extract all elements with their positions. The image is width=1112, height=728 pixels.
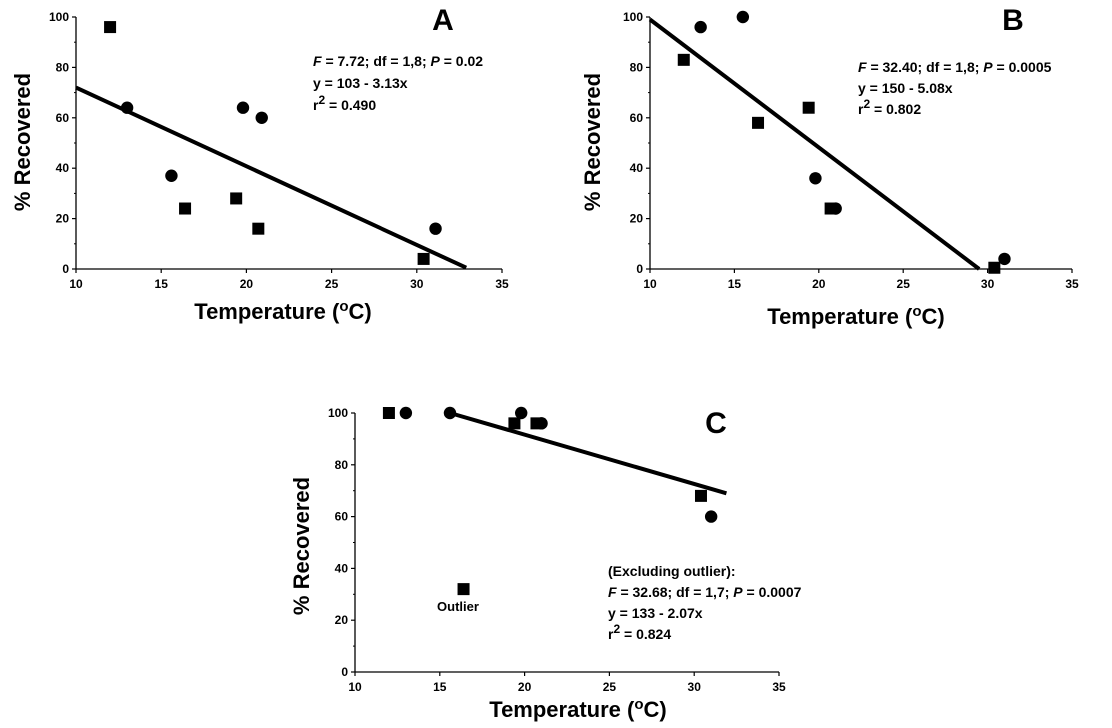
data-point-square <box>677 53 690 66</box>
x-tick-label: 20 <box>240 277 254 291</box>
data-point-circle <box>829 202 842 215</box>
data-point-circle <box>399 406 413 420</box>
data-point-square <box>752 116 765 129</box>
data-point-square <box>230 192 243 205</box>
y-tick-label: 20 <box>335 613 349 627</box>
y-tick-label: 40 <box>335 561 349 575</box>
x-tick-label: 30 <box>688 680 702 694</box>
panel-letter: A <box>432 4 454 37</box>
x-tick-label: 20 <box>518 680 532 694</box>
x-tick-label: 15 <box>433 680 447 694</box>
x-tick-label: 35 <box>1065 277 1079 291</box>
y-tick-label: 100 <box>623 10 643 24</box>
panel-b: 0 20 40 60 80 100 10 15 20 25 30 35 Temperature (oC)… <box>580 4 1079 329</box>
data-point-square <box>179 202 192 215</box>
x-tick-label: 15 <box>155 277 169 291</box>
stats-header: (Excluding outlier): <box>608 563 736 579</box>
y-tick-label: 80 <box>335 458 349 472</box>
x-axis-title: Temperature (oC) <box>489 696 666 722</box>
data-point-square <box>694 489 707 502</box>
data-point-square <box>382 407 395 419</box>
stats-line: y = 103 - 3.13x <box>313 75 408 91</box>
stats-line: r2 = 0.824 <box>608 622 671 642</box>
panel-letter: C <box>705 407 727 440</box>
y-tick-label: 0 <box>341 665 348 679</box>
y-axis-title: % Recovered <box>10 73 35 211</box>
y-tick-label: 60 <box>335 510 349 524</box>
x-tick-label: 30 <box>410 277 424 291</box>
x-tick-label: 25 <box>325 277 339 291</box>
panel-c: 0 20 40 60 80 100 10 15 20 25 30 35 Temperature (oC)… <box>289 406 802 722</box>
x-tick-label: 25 <box>897 277 911 291</box>
data-point-circle <box>255 111 268 125</box>
y-tick-label: 0 <box>62 262 69 276</box>
data-point-square <box>802 101 815 114</box>
data-point-square <box>104 21 117 34</box>
y-axis-title: % Recovered <box>580 73 605 211</box>
stats-line: r2 = 0.802 <box>858 97 921 117</box>
x-tick-label: 35 <box>495 277 509 291</box>
x-axis-title: Temperature (oC) <box>767 303 944 329</box>
data-point-circle <box>165 169 178 182</box>
regression-line <box>75 85 468 270</box>
y-tick-label: 40 <box>56 161 70 175</box>
y-tick-label: 20 <box>56 212 70 226</box>
stats-line: F = 7.72; df = 1,8; P = 0.02 <box>313 53 483 69</box>
data-point-circle <box>736 10 750 24</box>
y-tick-label: 80 <box>56 60 70 74</box>
stats-line: F = 32.40; df = 1,8; P = 0.0005 <box>858 59 1052 75</box>
y-axis-title: % Recovered <box>289 477 314 615</box>
panel-a: 0 20 40 60 80 100 10 15 20 25 30 35 Temperature (oC)… <box>10 4 509 324</box>
regression-line <box>648 17 981 271</box>
x-tick-label: 10 <box>643 277 657 291</box>
data-point-square <box>252 222 265 235</box>
y-tick-label: 100 <box>49 10 69 24</box>
x-tick-label: 15 <box>728 277 742 291</box>
stats-line: r2 = 0.490 <box>313 93 376 113</box>
y-tick-label: 60 <box>630 111 644 125</box>
data-point-circle <box>443 406 457 420</box>
data-point-circle <box>515 406 528 420</box>
x-tick-label: 35 <box>772 680 786 694</box>
stats-line: y = 133 - 2.07x <box>608 605 703 621</box>
data-point-circle <box>120 101 134 114</box>
data-point-square <box>988 261 1001 274</box>
y-tick-label: 0 <box>636 262 643 276</box>
stats-line: y = 150 - 5.08x <box>858 80 953 96</box>
outlier-label: Outlier <box>437 599 479 614</box>
x-tick-label: 20 <box>812 277 826 291</box>
y-tick-label: 20 <box>630 212 644 226</box>
data-point-circle <box>998 252 1011 266</box>
data-point-circle <box>236 101 250 114</box>
y-tick-label: 100 <box>328 406 348 420</box>
data-point-circle <box>704 510 718 523</box>
panel-letter: B <box>1002 4 1024 37</box>
data-point-square <box>457 583 470 596</box>
x-tick-label: 30 <box>981 277 995 291</box>
x-axis-title: Temperature (oC) <box>194 298 371 324</box>
data-point-circle <box>535 417 548 430</box>
regression-line <box>449 411 727 496</box>
data-point-circle <box>429 222 442 235</box>
data-point-square <box>508 417 521 430</box>
data-point-circle <box>809 172 822 185</box>
data-point-square <box>417 252 430 265</box>
y-tick-label: 40 <box>630 161 644 175</box>
y-tick-label: 80 <box>630 60 644 74</box>
stats-line: F = 32.68; df = 1,7; P = 0.0007 <box>608 584 802 600</box>
x-tick-label: 10 <box>348 680 362 694</box>
y-tick-label: 60 <box>56 111 70 125</box>
x-tick-label: 10 <box>69 277 83 291</box>
data-point-circle <box>694 20 707 34</box>
x-tick-label: 25 <box>603 680 617 694</box>
